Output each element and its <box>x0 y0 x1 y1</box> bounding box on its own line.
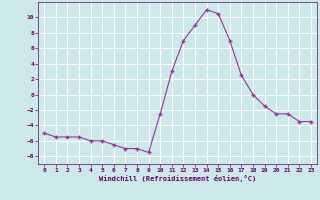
X-axis label: Windchill (Refroidissement éolien,°C): Windchill (Refroidissement éolien,°C) <box>99 175 256 182</box>
